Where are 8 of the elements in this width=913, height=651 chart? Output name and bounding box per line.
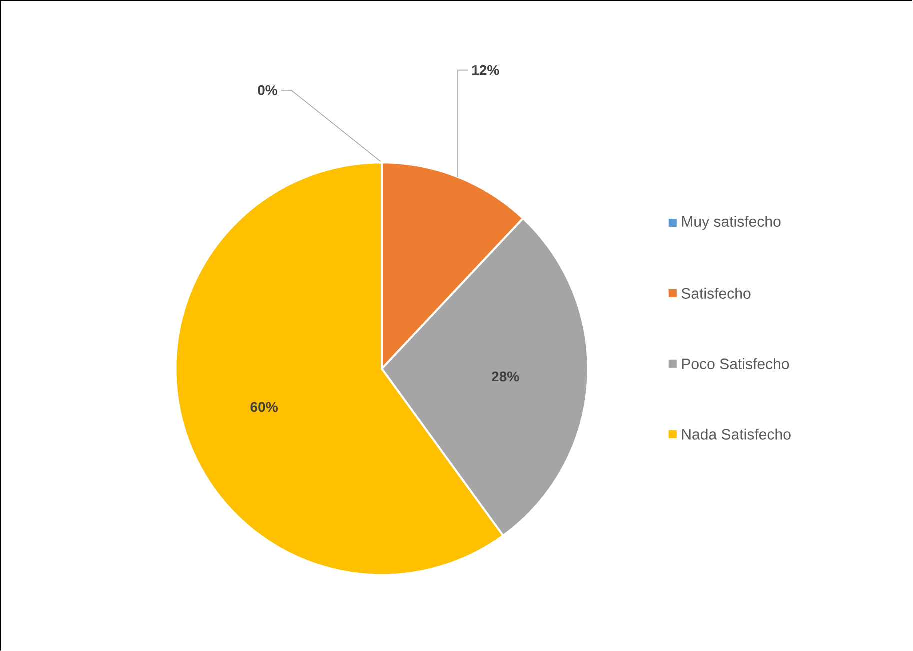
data-label: 60%	[250, 402, 278, 412]
legend-label: Poco Satisfecho	[682, 358, 790, 370]
legend-label: Nada Satisfecho	[682, 428, 791, 440]
text: 0%	[258, 85, 278, 96]
data-label: 28%	[492, 372, 520, 382]
legend-label: Muy satisfecho	[682, 216, 781, 230]
legend-label: Satisfecho	[682, 288, 751, 299]
data-label: 12%	[472, 65, 500, 76]
